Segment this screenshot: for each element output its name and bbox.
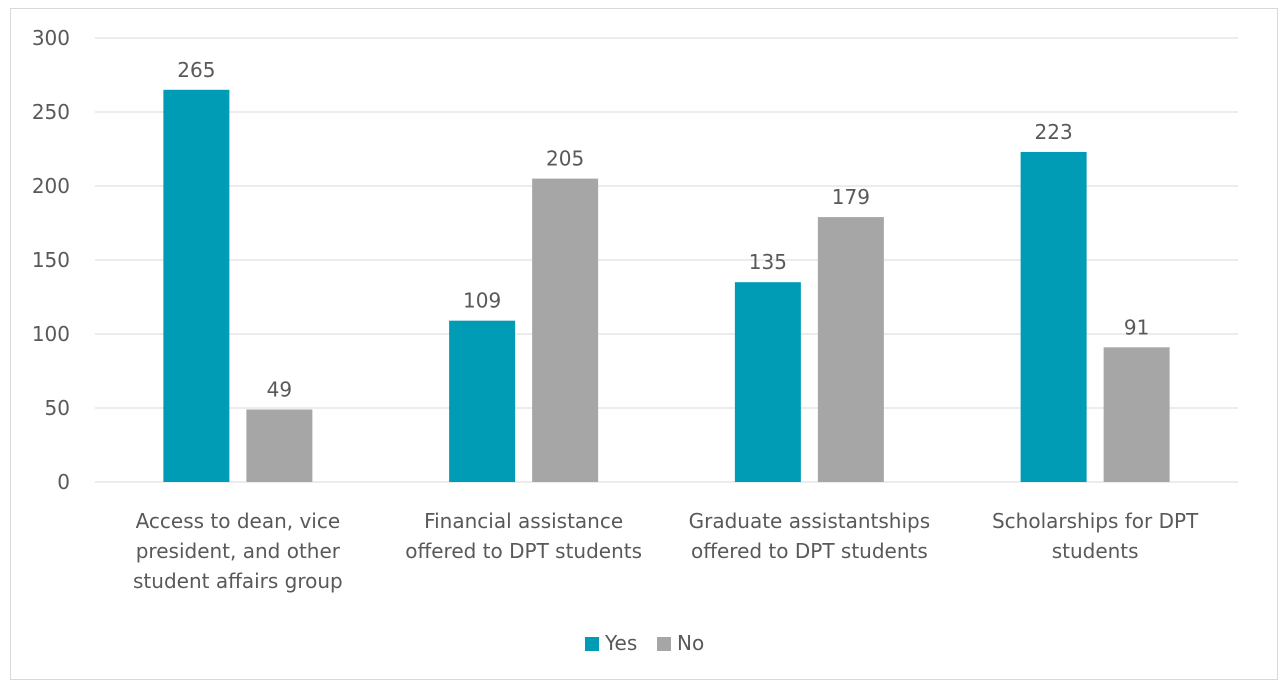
bars xyxy=(163,89,1170,483)
data-label: 109 xyxy=(463,289,501,313)
category-label: student affairs group xyxy=(133,569,343,593)
y-axis-tick-labels: 0 50 100 150 200 250 300 xyxy=(32,26,70,494)
y-tick-label: 100 xyxy=(32,322,70,346)
data-label: 223 xyxy=(1035,120,1073,144)
data-label: 91 xyxy=(1124,315,1149,339)
x-axis-category-labels: Access to dean, vice president, and other… xyxy=(133,509,1199,593)
category-label: Scholarships for DPT xyxy=(992,509,1199,533)
y-tick-label: 250 xyxy=(32,100,70,124)
y-tick-label: 200 xyxy=(32,174,70,198)
data-label: 135 xyxy=(749,250,787,274)
bar-no-0 xyxy=(246,409,313,482)
y-tick-label: 0 xyxy=(57,470,70,494)
legend-label-no: No xyxy=(677,631,704,655)
data-label: 205 xyxy=(546,147,584,171)
y-tick-label: 150 xyxy=(32,248,70,272)
category-label: Financial assistance xyxy=(424,509,623,533)
data-labels: 265 49 109 205 135 179 223 91 xyxy=(177,58,1149,402)
legend-swatch-no xyxy=(657,637,671,651)
legend: Yes No xyxy=(585,631,704,655)
bar-yes-3 xyxy=(1020,151,1087,482)
data-label: 179 xyxy=(832,185,870,209)
y-tick-label: 300 xyxy=(32,26,70,50)
bar-no-1 xyxy=(532,178,599,482)
bar-yes-1 xyxy=(449,320,516,482)
bar-no-3 xyxy=(1103,347,1170,482)
bar-no-2 xyxy=(817,217,884,482)
category-label: Graduate assistantships xyxy=(689,509,931,533)
category-label: president, and other xyxy=(136,539,341,563)
category-label: offered to DPT students xyxy=(691,539,928,563)
data-label: 265 xyxy=(177,58,215,82)
legend-label-yes: Yes xyxy=(604,631,637,655)
bar-yes-2 xyxy=(734,282,801,482)
category-label: offered to DPT students xyxy=(405,539,642,563)
category-label: Access to dean, vice xyxy=(136,509,341,533)
bar-yes-0 xyxy=(163,89,230,483)
data-label: 49 xyxy=(267,377,292,401)
category-label: students xyxy=(1052,539,1139,563)
legend-swatch-yes xyxy=(585,637,599,651)
y-tick-label: 50 xyxy=(45,396,70,420)
